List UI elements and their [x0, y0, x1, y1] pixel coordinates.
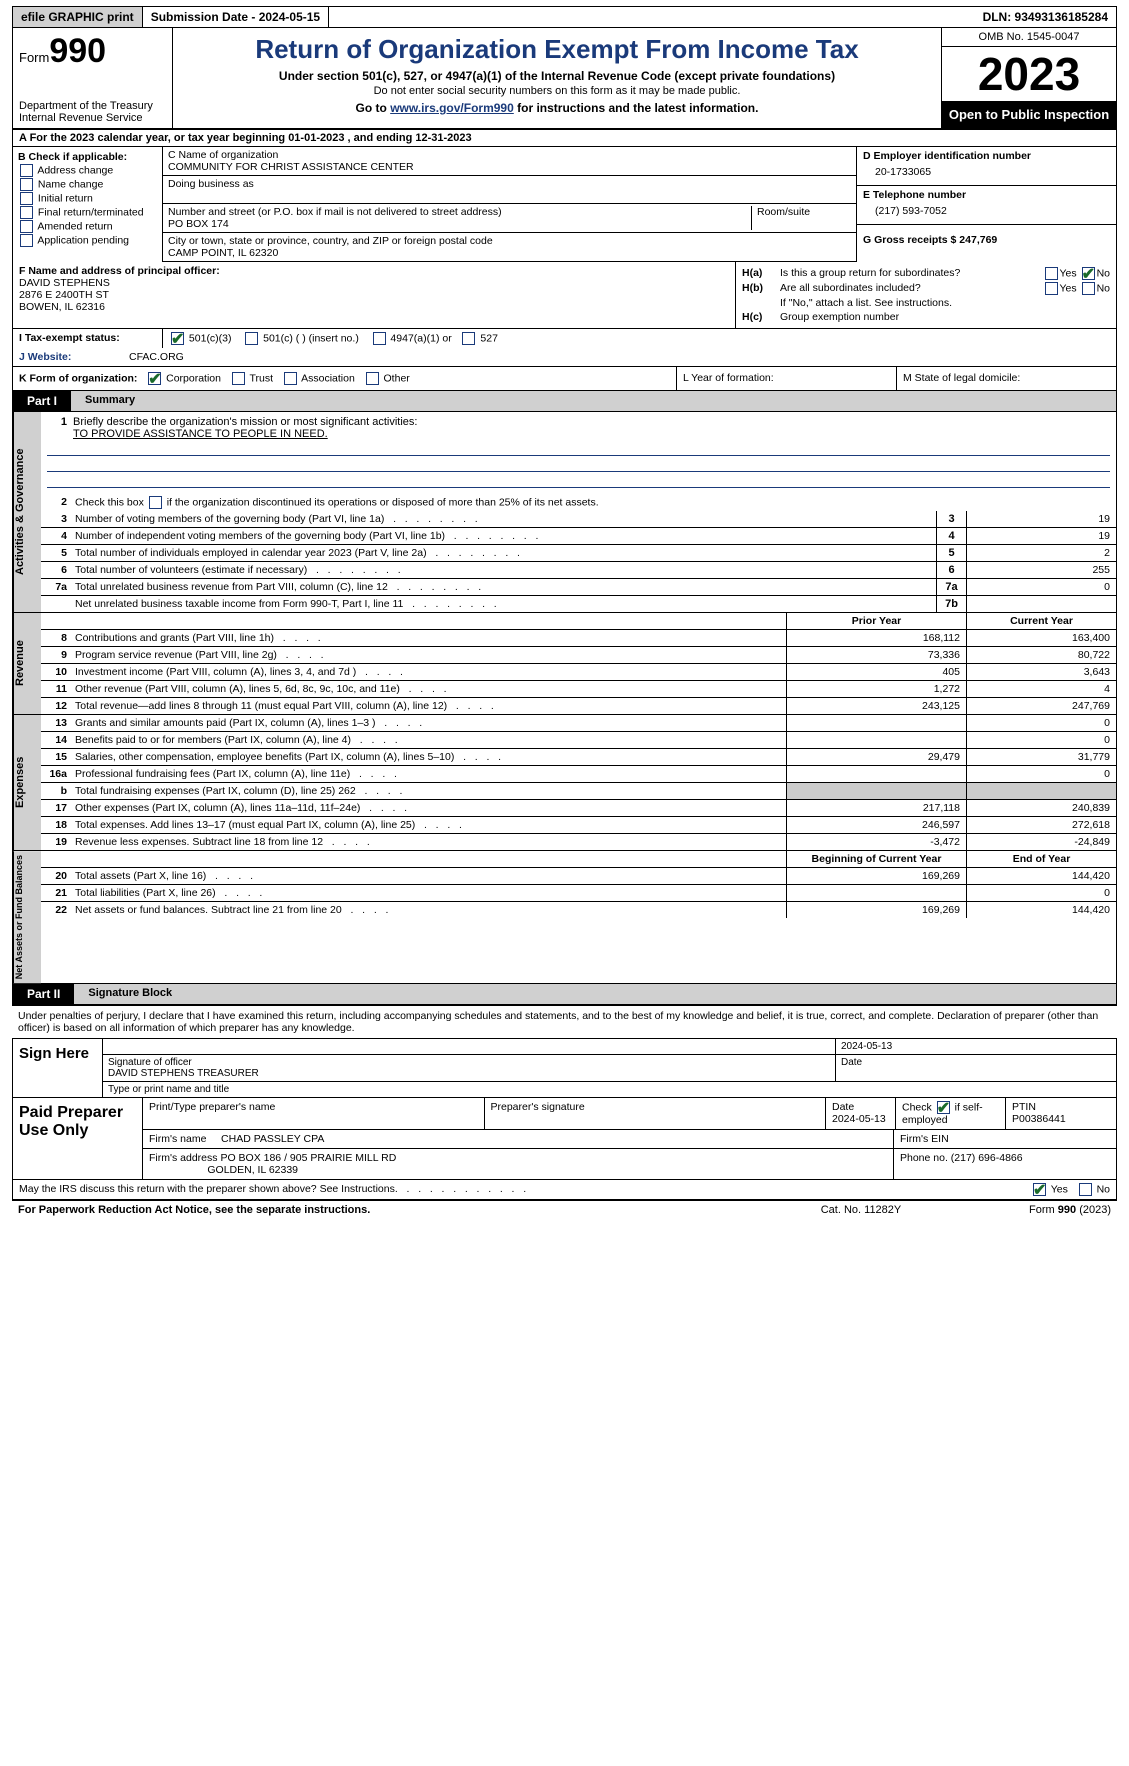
dept-treasury: Department of the Treasury Internal Reve… — [19, 100, 166, 124]
irs-link[interactable]: www.irs.gov/Form990 — [390, 101, 514, 115]
paid-preparer-block: Paid Preparer Use Only Print/Type prepar… — [12, 1098, 1117, 1180]
gross-receipts: G Gross receipts $ 247,769 — [863, 228, 1110, 246]
check-ha-no[interactable] — [1082, 267, 1095, 280]
tax-exempt-status: 501(c)(3) 501(c) ( ) (insert no.) 4947(a… — [163, 329, 1116, 348]
subtitle-1: Under section 501(c), 527, or 4947(a)(1)… — [183, 69, 931, 83]
ptin: P00386441 — [1012, 1113, 1110, 1125]
section-b: B Check if applicable: Address change Na… — [13, 147, 163, 262]
sig-date: 2024-05-13 — [836, 1039, 1116, 1054]
dln: DLN: 93493136185284 — [975, 7, 1116, 27]
hdr-ey: End of Year — [966, 851, 1116, 867]
ein: 20-1733065 — [863, 162, 1110, 182]
check-address-change[interactable] — [20, 164, 33, 177]
officer-signature: DAVID STEPHENS TREASURER — [108, 1068, 830, 1079]
form-title: Return of Organization Exempt From Incom… — [183, 34, 931, 65]
firm-phone: Phone no. (217) 696-4866 — [894, 1149, 1116, 1179]
section-h: H(a)Is this a group return for subordina… — [736, 262, 1116, 328]
firm-addr1: PO BOX 186 / 905 PRAIRIE MILL RD — [220, 1152, 396, 1164]
section-f: F Name and address of principal officer:… — [13, 262, 736, 328]
submission-date: Submission Date - 2024-05-15 — [143, 7, 329, 27]
check-name-change[interactable] — [20, 178, 33, 191]
line-a: A For the 2023 calendar year, or tax yea… — [12, 129, 1117, 147]
org-name: COMMUNITY FOR CHRIST ASSISTANCE CENTER — [168, 161, 851, 173]
open-inspection: Open to Public Inspection — [942, 101, 1116, 128]
year-formation: L Year of formation: — [676, 367, 896, 390]
subtitle-2: Do not enter social security numbers on … — [183, 85, 931, 97]
check-527[interactable] — [462, 332, 475, 345]
check-final-return[interactable] — [20, 206, 33, 219]
vtab-activities: Activities & Governance — [13, 412, 41, 612]
website: CFAC.ORG — [123, 348, 736, 366]
section-i-label: I Tax-exempt status: — [13, 329, 163, 348]
section-j-label: J Website: — [13, 348, 123, 366]
section-c: C Name of organizationCOMMUNITY FOR CHRI… — [163, 147, 856, 262]
top-bar: efile GRAPHIC print Submission Date - 20… — [12, 6, 1117, 28]
check-other[interactable] — [366, 372, 379, 385]
part1-header: Part I Summary — [12, 391, 1117, 412]
check-self-employed[interactable] — [937, 1101, 950, 1114]
omb-number: OMB No. 1545-0047 — [942, 28, 1116, 47]
vtab-netassets: Net Assets or Fund Balances — [13, 851, 41, 983]
check-app-pending[interactable] — [20, 234, 33, 247]
check-501c[interactable] — [245, 332, 258, 345]
vtab-expenses: Expenses — [13, 715, 41, 850]
check-501c3[interactable] — [171, 332, 184, 345]
part2-header: Part II Signature Block — [12, 984, 1117, 1005]
firm-addr2: GOLDEN, IL 62339 — [207, 1164, 298, 1176]
check-4947[interactable] — [373, 332, 386, 345]
tax-year: 2023 — [942, 47, 1116, 101]
sign-here-block: Sign Here 2024-05-13 Signature of office… — [12, 1038, 1117, 1098]
section-k: K Form of organization: Corporation Trus… — [13, 367, 676, 390]
hdr-current-year: Current Year — [966, 613, 1116, 629]
officer-name: DAVID STEPHENS — [19, 277, 729, 289]
check-discuss-no[interactable] — [1079, 1183, 1092, 1196]
vtab-revenue: Revenue — [13, 613, 41, 714]
check-hb-yes[interactable] — [1045, 282, 1058, 295]
check-assoc[interactable] — [284, 372, 297, 385]
firm-name: CHAD PASSLEY CPA — [221, 1133, 324, 1145]
signature-declaration: Under penalties of perjury, I declare th… — [12, 1005, 1117, 1038]
page-footer: For Paperwork Reduction Act Notice, see … — [12, 1200, 1117, 1219]
check-amended[interactable] — [20, 220, 33, 233]
check-discuss-yes[interactable] — [1033, 1183, 1046, 1196]
subtitle-3: Go to www.irs.gov/Form990 for instructio… — [183, 101, 931, 115]
discuss-row: May the IRS discuss this return with the… — [12, 1180, 1117, 1200]
q1-mission: 1Briefly describe the organization's mis… — [41, 412, 1116, 494]
check-trust[interactable] — [232, 372, 245, 385]
section-deg: D Employer identification number20-17330… — [856, 147, 1116, 262]
state-domicile: M State of legal domicile: — [896, 367, 1116, 390]
check-initial-return[interactable] — [20, 192, 33, 205]
prep-date: 2024-05-13 — [832, 1113, 889, 1125]
org-address: PO BOX 174 — [168, 218, 502, 230]
form-number: Form990 — [19, 32, 166, 71]
org-city: CAMP POINT, IL 62320 — [168, 247, 851, 259]
form-header: Form990 Department of the Treasury Inter… — [12, 28, 1117, 129]
hdr-bcy: Beginning of Current Year — [786, 851, 966, 867]
phone: (217) 593-7052 — [863, 201, 1110, 221]
check-corp[interactable] — [148, 372, 161, 385]
check-ha-yes[interactable] — [1045, 267, 1058, 280]
efile-label[interactable]: efile GRAPHIC print — [13, 7, 143, 27]
check-hb-no[interactable] — [1082, 282, 1095, 295]
hdr-prior-year: Prior Year — [786, 613, 966, 629]
